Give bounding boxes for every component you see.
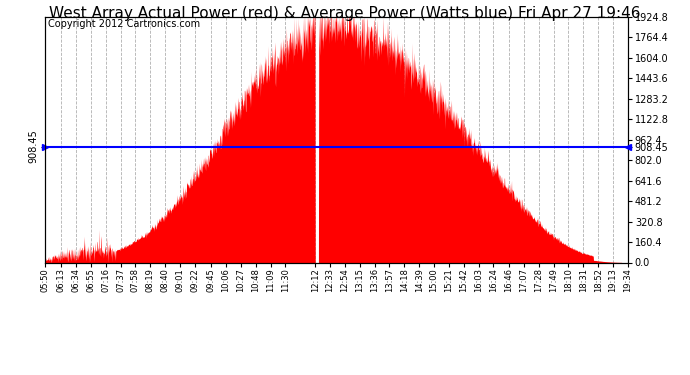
Text: Copyright 2012 Cartronics.com: Copyright 2012 Cartronics.com	[48, 20, 200, 29]
Text: West Array Actual Power (red) & Average Power (Watts blue) Fri Apr 27 19:46: West Array Actual Power (red) & Average …	[49, 6, 641, 21]
